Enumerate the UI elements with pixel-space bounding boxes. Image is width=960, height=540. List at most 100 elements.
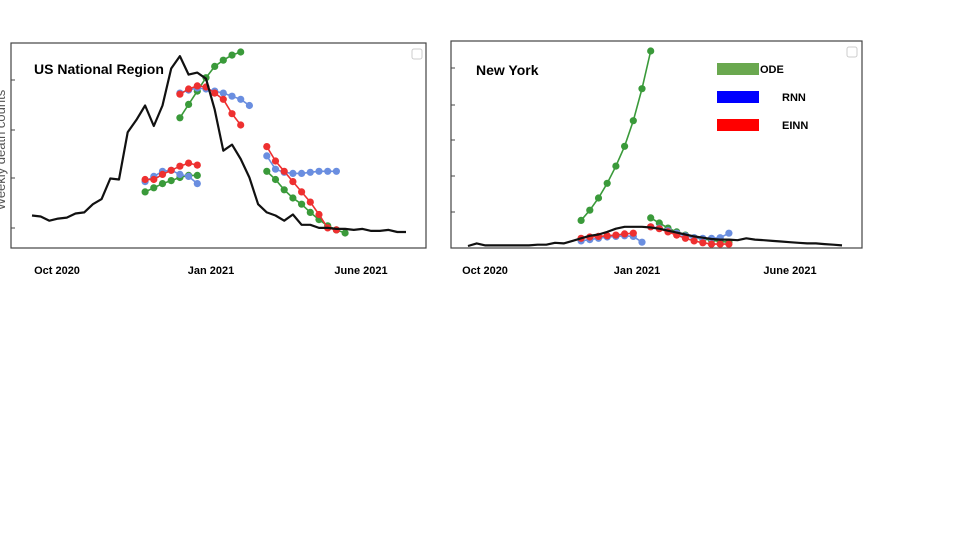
us-national-einn-point: [263, 143, 271, 151]
new-york-ode-point: [647, 47, 655, 55]
us-national-ode-point: [289, 194, 297, 202]
us-national-einn-point: [185, 85, 193, 93]
new-york-observed-line-0: [467, 225, 843, 248]
new-york-ode-point: [586, 206, 594, 214]
legend-label-einn: EINN: [782, 120, 808, 132]
legend-label-rnn: RNN: [782, 92, 806, 104]
us-national-ode-point: [185, 100, 193, 108]
us-national-einn-point: [167, 166, 175, 174]
us-national-einn-point: [219, 95, 227, 103]
us-national-einn-point: [211, 89, 219, 97]
new-york-corner-box: [846, 46, 858, 58]
new-york-y-axis: [451, 67, 455, 213]
us-national-ode-point: [341, 229, 349, 237]
new-york-ode-point: [655, 219, 663, 227]
us-national-x-tick-june: June 2021: [334, 265, 387, 277]
us-national-ode-point: [263, 167, 271, 175]
us-national-observed-line-0: [31, 54, 406, 234]
us-national-einn-point: [193, 161, 201, 169]
new-york-einn-point: [707, 240, 716, 248]
new-york-plot-area: [467, 47, 843, 248]
us-national-ode-point: [150, 184, 158, 192]
new-york-title: New York: [476, 62, 539, 78]
us-national-einn-point: [185, 159, 193, 167]
us-national-rnn-point: [219, 89, 227, 97]
new-york-einn-point: [699, 239, 707, 247]
us-national-einn-point: [306, 198, 314, 206]
new-york-einn-point: [612, 231, 620, 239]
us-national-ode-point: [228, 51, 236, 59]
us-national-einn-point: [150, 175, 158, 184]
new-york-ode-point: [612, 162, 620, 170]
us-national-rnn-point: [315, 167, 323, 175]
new-york-ode-point: [629, 117, 637, 125]
us-national-rnn-point: [193, 180, 201, 188]
us-national-ode-point: [211, 62, 219, 70]
legend-label-ode: ODE: [760, 64, 784, 76]
us-national-einn-point: [271, 157, 280, 165]
new-york-x-tick-june: June 2021: [763, 265, 816, 277]
us-national-einn-point: [176, 90, 184, 98]
legend-swatch-ode: [717, 63, 759, 75]
new-york-einn-point: [681, 234, 690, 242]
us-national-rnn-point: [185, 172, 193, 180]
new-york-einn-point: [725, 240, 733, 248]
us-national-ode-point: [298, 200, 306, 208]
us-national-einn-point: [289, 178, 297, 186]
us-national-einn-point: [141, 175, 149, 184]
us-national-einn-point: [280, 167, 288, 175]
us-national-einn-point: [228, 110, 236, 118]
new-york-frame: [450, 40, 863, 249]
us-national-einn-point: [158, 170, 167, 178]
us-national-einn-point: [176, 162, 184, 170]
us-national-rnn-point: [228, 92, 236, 100]
new-york-x-tick-oct: Oct 2020: [462, 265, 508, 277]
new-york-einn-point: [603, 232, 611, 240]
new-york-rnn-point: [638, 238, 646, 246]
us-national-rnn-point: [237, 95, 245, 103]
legend: ODE RNN EINN: [717, 63, 808, 132]
us-national-corner-box: [411, 48, 423, 60]
us-national-ode-point: [176, 114, 184, 122]
us-national-ode-point: [167, 177, 175, 185]
us-national-ode-point: [219, 56, 227, 64]
us-national-ode-point: [158, 180, 167, 188]
new-york-ode-point: [638, 85, 646, 93]
us-national-rnn-point: [176, 170, 184, 178]
us-national-y-axis: [11, 79, 15, 229]
us-national-ode-point: [306, 208, 314, 216]
us-national-ode-point: [237, 48, 245, 56]
us-national-chart: US National Region Weekly death counts O…: [0, 42, 427, 277]
us-national-rnn-point: [306, 168, 314, 176]
us-national-einn-point: [298, 188, 306, 196]
new-york-rnn-point: [725, 229, 733, 237]
new-york-einn-point: [621, 230, 629, 238]
us-national-einn-point: [237, 121, 245, 129]
us-national-rnn-point: [245, 101, 253, 110]
new-york-chart: New York Oct 2020 Jan 2021 June 2021 ODE…: [450, 40, 863, 277]
us-national-x-tick-oct: Oct 2020: [34, 265, 80, 277]
new-york-ode-point: [621, 142, 629, 150]
us-national-einn-point: [193, 82, 201, 90]
new-york-einn-point: [629, 229, 637, 237]
new-york-ode-point: [603, 179, 611, 187]
new-york-einn-point: [690, 237, 698, 245]
us-national-plot-area: [31, 48, 406, 237]
us-national-ode-point: [280, 186, 288, 194]
new-york-ode-point: [647, 214, 655, 222]
us-national-ode-point: [141, 188, 149, 196]
us-national-title: US National Region: [34, 61, 164, 77]
us-national-rnn-point: [324, 167, 332, 175]
us-national-rnn-point: [332, 167, 340, 175]
us-national-ode-point: [271, 175, 280, 184]
new-york-x-tick-jan: Jan 2021: [614, 265, 660, 277]
us-national-x-tick-jan: Jan 2021: [188, 265, 234, 277]
us-national-rnn-point: [298, 169, 306, 177]
new-york-einn-point: [716, 240, 724, 248]
us-national-rnn-point: [289, 169, 297, 177]
legend-swatch-rnn: [717, 91, 759, 103]
us-national-rnn-point: [271, 165, 280, 173]
us-national-einn-point: [315, 210, 323, 219]
new-york-ode-point: [577, 216, 585, 224]
